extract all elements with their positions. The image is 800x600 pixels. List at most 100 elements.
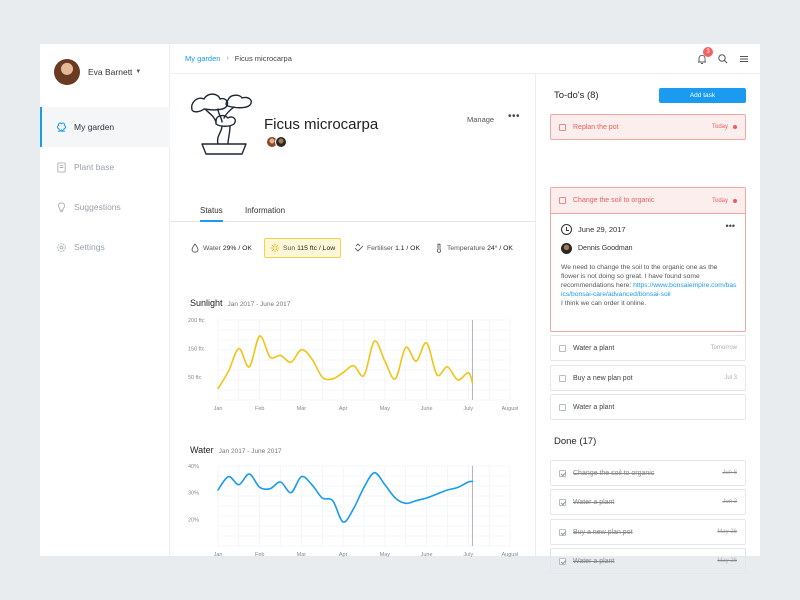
done-item[interactable]: Water a plant May 26 [550, 548, 746, 574]
todo-date: Today [711, 124, 728, 130]
chart-title: Water [190, 445, 214, 455]
x-tick-label: May [380, 552, 391, 558]
done-date: May 26 [717, 558, 737, 564]
sidebar-item-plant-base[interactable]: Plant base [40, 147, 170, 187]
sidebar-item-suggestions[interactable]: Suggestions [40, 187, 170, 227]
clock-icon [561, 224, 572, 235]
stat-value: 1.1 / OK [395, 244, 420, 252]
todo-checkbox[interactable] [559, 344, 566, 352]
todo-checkbox[interactable] [559, 197, 566, 204]
done-item[interactable]: Water a plant Jun 2 [550, 489, 746, 515]
done-checkbox[interactable] [559, 557, 566, 565]
x-tick-label: May [380, 406, 391, 412]
todo-item[interactable]: Water a plant [550, 394, 746, 420]
flower-icon [56, 122, 67, 132]
search-button[interactable] [717, 52, 729, 64]
stat-temperature[interactable]: Temperature 24° / OK [434, 238, 513, 258]
todo-item-expanded: Change the soil to organic Today June 29… [550, 187, 746, 332]
x-tick-label: August [501, 552, 518, 558]
app-window: Eva Barnett ▼ My garden Plant base Sugge… [40, 44, 760, 574]
breadcrumb-root-link[interactable]: My garden [185, 54, 221, 63]
done-label: Buy a new plan pot [573, 528, 633, 536]
sidebar-item-settings[interactable]: Settings [40, 227, 170, 267]
done-item[interactable]: Change the soil to organic Jun 8 [550, 460, 746, 486]
caretaker-avatars [266, 136, 287, 148]
y-tick-label: 40% [188, 464, 199, 470]
sidebar-item-label: Suggestions [74, 202, 121, 212]
sidebar-item-label: My garden [74, 122, 115, 132]
breadcrumb-separator: › [226, 55, 229, 62]
fertiliser-icon [354, 243, 364, 252]
todo-date: Jul 3 [724, 375, 737, 381]
tab-status[interactable]: Status [200, 206, 223, 222]
menu-button[interactable] [738, 52, 750, 64]
water-chart-title: Water Jan 2017 - June 2017 [190, 445, 282, 455]
done-item[interactable]: Buy a new plan pot May 26 [550, 519, 746, 545]
todo-panel: To-do's (8) Add task Replan the pot Toda… [536, 74, 760, 574]
todo-item[interactable]: Replan the pot Today [550, 114, 746, 140]
x-tick-label: Jan [214, 406, 223, 412]
stat-fertiliser[interactable]: Fertiliser 1.1 / OK [354, 238, 420, 258]
x-tick-label: Feb [255, 406, 264, 412]
todo-item-header[interactable]: Change the soil to organic Today [551, 188, 745, 214]
done-checkbox[interactable] [559, 498, 566, 506]
add-task-button[interactable]: Add task [659, 88, 746, 103]
done-label: Water a plant [573, 557, 615, 565]
series-line [217, 471, 474, 523]
topbar: My garden › Ficus microcarpa 3 [170, 44, 760, 74]
todo-author-name: Dennis Goodman [578, 245, 633, 252]
avatar [54, 59, 80, 85]
page-title: Ficus microcarpa [264, 116, 379, 133]
done-date: May 26 [717, 529, 737, 535]
todo-description: We need to change the soil to the organi… [561, 263, 737, 308]
tab-information[interactable]: Information [245, 206, 286, 215]
stat-value: 115 ftc / Low [297, 244, 336, 252]
todo-label: Buy a new plan pot [573, 374, 633, 382]
todo-description-footer: I think we can order it online. [561, 300, 647, 307]
notifications-button[interactable]: 3 [696, 47, 713, 64]
search-icon [718, 54, 728, 64]
done-date: Jun 8 [722, 470, 737, 476]
sidebar-nav: My garden Plant base Suggestions Setting… [40, 107, 170, 267]
todo-item[interactable]: Buy a new plan pot Jul 3 [550, 365, 746, 391]
sidebar-item-my-garden[interactable]: My garden [40, 107, 170, 147]
x-tick-label: June [421, 552, 433, 558]
todo-checkbox[interactable] [559, 123, 566, 131]
tab-bar: Status Information [170, 204, 536, 222]
y-tick-label: 200 ftc [188, 318, 205, 324]
user-menu[interactable]: Eva Barnett ▼ [54, 58, 141, 86]
todo-item[interactable]: Water a plant Tomorrow [550, 335, 746, 361]
y-tick-label: 30% [188, 491, 199, 497]
sidebar-item-label: Plant base [74, 162, 115, 172]
gear-icon [57, 242, 66, 252]
manage-button[interactable]: Manage [467, 115, 495, 124]
todo-detail-date: June 29, 2017 [561, 224, 626, 235]
overdue-dot [733, 125, 737, 129]
todo-author: Dennis Goodman [561, 243, 632, 254]
more-options-icon[interactable]: ••• [508, 111, 521, 122]
x-tick-label: Apr [339, 552, 348, 558]
todo-checkbox[interactable] [559, 374, 566, 382]
todo-checkbox[interactable] [559, 403, 566, 411]
stat-sun[interactable]: Sun 115 ftc / Low [264, 238, 342, 258]
series-line [217, 335, 474, 390]
topbar-actions: 3 [696, 47, 750, 64]
x-tick-label: Mar [297, 552, 307, 558]
done-checkbox[interactable] [559, 528, 566, 536]
breadcrumb: My garden › Ficus microcarpa [185, 54, 292, 63]
status-stats: Water 29% / OK Sun 115 ftc / Low Fertilise… [188, 238, 528, 258]
sun-icon [270, 243, 280, 253]
recommendation-link[interactable]: https://www.bonsaiempire.com/basics/bons… [561, 282, 737, 298]
done-label: Change the soil to organic [573, 469, 655, 477]
x-tick-label: June [421, 406, 433, 412]
water-chart: 40% 30% 20% Jan Feb Mar Apr May June July August [188, 464, 518, 558]
todo-date: Tomorrow [710, 345, 737, 351]
chart-subtitle: Jan 2017 - June 2017 [227, 301, 291, 308]
more-options-icon[interactable]: ••• [725, 221, 735, 231]
done-checkbox[interactable] [559, 469, 566, 477]
stat-water[interactable]: Water 29% / OK [190, 238, 252, 258]
stat-label: Water [203, 244, 221, 252]
done-title: Done (17) [554, 436, 597, 447]
avatar[interactable] [275, 136, 287, 148]
bonsai-icon [190, 93, 252, 155]
